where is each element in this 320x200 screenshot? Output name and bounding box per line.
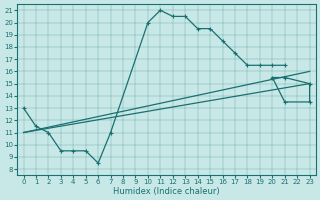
X-axis label: Humidex (Indice chaleur): Humidex (Indice chaleur) [113, 187, 220, 196]
